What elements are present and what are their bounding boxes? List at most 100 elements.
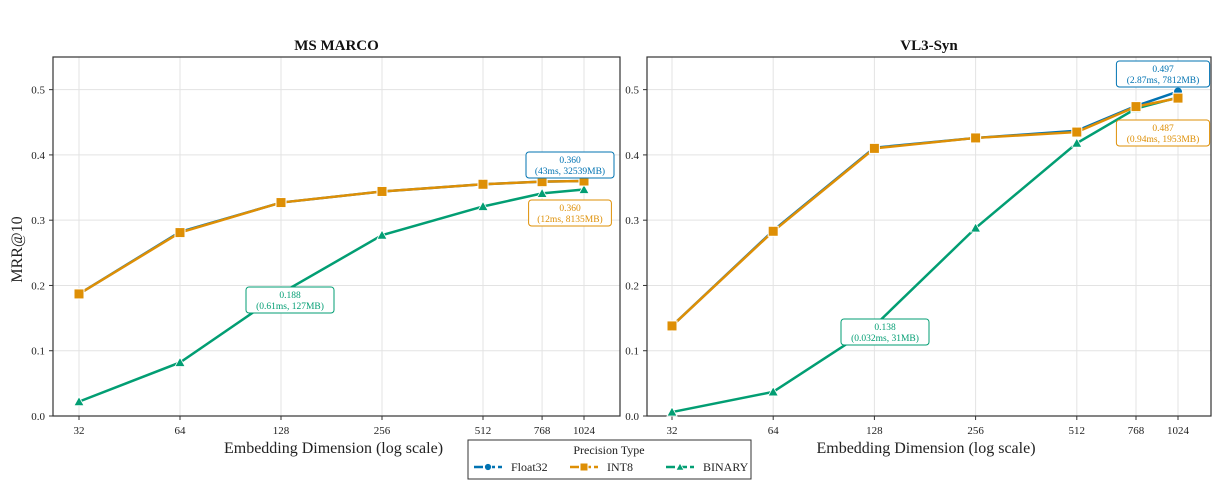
annotation-float32: 0.360(43ms, 32539MB) bbox=[525, 151, 615, 179]
data-point bbox=[275, 197, 287, 209]
annotation-value: 0.360 bbox=[559, 204, 581, 214]
data-point bbox=[969, 222, 982, 233]
plot-frame bbox=[52, 56, 621, 417]
chart-title: MS MARCO bbox=[294, 38, 379, 54]
plot-frame bbox=[646, 56, 1212, 417]
legend-title: Precision Type bbox=[573, 443, 644, 457]
data-point bbox=[174, 356, 186, 367]
annotation-value: 0.487 bbox=[1152, 124, 1174, 134]
annotation-box bbox=[525, 151, 615, 179]
x-tick-label: 128 bbox=[273, 425, 290, 437]
annotation-int8: 0.360(12ms, 8135MB) bbox=[528, 199, 612, 227]
annotation-detail: (0.61ms, 127MB) bbox=[256, 301, 324, 312]
data-point bbox=[1071, 126, 1083, 138]
series-int8 bbox=[73, 175, 590, 300]
annotation-binary: 0.138(0.032ms, 31MB) bbox=[840, 318, 930, 346]
annotation-binary: 0.188(0.61ms, 127MB) bbox=[245, 286, 335, 314]
x-tick-label: 768 bbox=[534, 425, 551, 437]
annotation-value: 0.138 bbox=[874, 323, 896, 333]
annotation-box bbox=[840, 318, 930, 346]
data-point bbox=[666, 406, 678, 417]
x-tick-label: 64 bbox=[175, 425, 187, 437]
data-point bbox=[477, 200, 489, 211]
annotation-box bbox=[245, 286, 335, 314]
series-line-int8 bbox=[78, 179, 585, 296]
data-point bbox=[1071, 137, 1083, 148]
annotation-box bbox=[528, 199, 612, 227]
y-tick-label: 0.2 bbox=[31, 280, 45, 292]
y-axis-label: MRR@10 bbox=[9, 216, 26, 282]
annotation-box bbox=[1115, 60, 1211, 88]
legend-label: INT8 bbox=[607, 460, 633, 474]
legend-marker-square-icon bbox=[579, 462, 589, 472]
x-axis-label: Embedding Dimension (log scale) bbox=[816, 440, 1035, 457]
legend-item-binary: BINARY bbox=[666, 460, 749, 474]
x-tick-label: 32 bbox=[74, 425, 85, 437]
annotation-value: 0.497 bbox=[1152, 65, 1174, 75]
y-tick-label: 0.1 bbox=[625, 346, 639, 358]
annotation-value: 0.188 bbox=[279, 291, 301, 301]
y-tick-label: 0.0 bbox=[625, 411, 639, 423]
legend: Precision Type Float32 INT8 BINARY bbox=[467, 439, 752, 480]
y-tick-label: 0.3 bbox=[31, 215, 45, 227]
data-point bbox=[666, 320, 678, 332]
data-point bbox=[767, 225, 779, 237]
annotation-int8: 0.487(0.94ms, 1953MB) bbox=[1115, 119, 1211, 147]
chart-panel-1: 32 64 128 256 512 768 1024 0.0 0.1 0.2 0.3 0.4 0.5 MS… bbox=[9, 38, 621, 457]
x-tick-label: 64 bbox=[768, 425, 780, 437]
legend-marker-triangle-icon bbox=[675, 462, 685, 471]
annotation-detail: (2.87ms, 7812MB) bbox=[1127, 75, 1200, 86]
x-tick-label: 256 bbox=[967, 425, 984, 437]
y-tick-label: 0.4 bbox=[31, 150, 45, 162]
y-tick-label: 0.2 bbox=[625, 280, 639, 292]
x-tick-label: 512 bbox=[1069, 425, 1086, 437]
data-point bbox=[1130, 101, 1142, 113]
x-tick-label: 32 bbox=[667, 425, 678, 437]
data-point bbox=[970, 132, 982, 144]
x-tick-label: 1024 bbox=[1167, 425, 1190, 437]
data-point bbox=[767, 386, 779, 397]
data-point bbox=[73, 395, 85, 407]
data-point bbox=[1172, 92, 1184, 104]
series-int8 bbox=[666, 92, 1184, 332]
y-tick-label: 0.5 bbox=[625, 85, 639, 97]
annotation-detail: (43ms, 32539MB) bbox=[535, 166, 605, 177]
x-tick-label: 512 bbox=[475, 425, 492, 437]
y-tick-label: 0.1 bbox=[31, 346, 45, 358]
series-line-float32 bbox=[671, 90, 1179, 327]
series-line-int8 bbox=[671, 96, 1179, 327]
x-axis-label: Embedding Dimension (log scale) bbox=[224, 440, 443, 457]
annotation-detail: (12ms, 8135MB) bbox=[537, 214, 602, 225]
data-point bbox=[376, 229, 388, 240]
data-point bbox=[174, 227, 186, 239]
data-point bbox=[477, 178, 489, 190]
legend-label: Float32 bbox=[511, 460, 548, 474]
y-tick-label: 0.3 bbox=[625, 215, 639, 227]
x-tick-label: 1024 bbox=[573, 425, 596, 437]
chart-title: VL3-Syn bbox=[900, 38, 958, 54]
legend-frame bbox=[467, 439, 752, 480]
y-tick-label: 0.4 bbox=[625, 150, 639, 162]
x-tick-label: 768 bbox=[1128, 425, 1145, 437]
legend-item-int8: INT8 bbox=[570, 460, 633, 474]
data-point bbox=[536, 187, 548, 198]
y-tick-label: 0.5 bbox=[31, 85, 45, 97]
legend-marker-circle-icon bbox=[483, 462, 493, 472]
series-float32 bbox=[667, 86, 1183, 331]
annotation-float32: 0.497(2.87ms, 7812MB) bbox=[1115, 60, 1211, 88]
data-point bbox=[578, 183, 590, 194]
annotation-detail: (0.94ms, 1953MB) bbox=[1127, 134, 1200, 145]
annotation-box bbox=[1115, 119, 1211, 147]
data-point bbox=[73, 288, 85, 300]
annotation-value: 0.360 bbox=[559, 156, 581, 166]
series-binary bbox=[666, 91, 1184, 417]
x-tick-label: 256 bbox=[374, 425, 391, 437]
series-float32 bbox=[74, 176, 589, 299]
x-tick-label: 128 bbox=[866, 425, 883, 437]
legend-label: BINARY bbox=[703, 460, 749, 474]
data-point bbox=[376, 185, 388, 197]
data-point bbox=[868, 142, 880, 154]
legend-item-float32: Float32 bbox=[474, 460, 548, 474]
annotation-detail: (0.032ms, 31MB) bbox=[851, 333, 919, 344]
